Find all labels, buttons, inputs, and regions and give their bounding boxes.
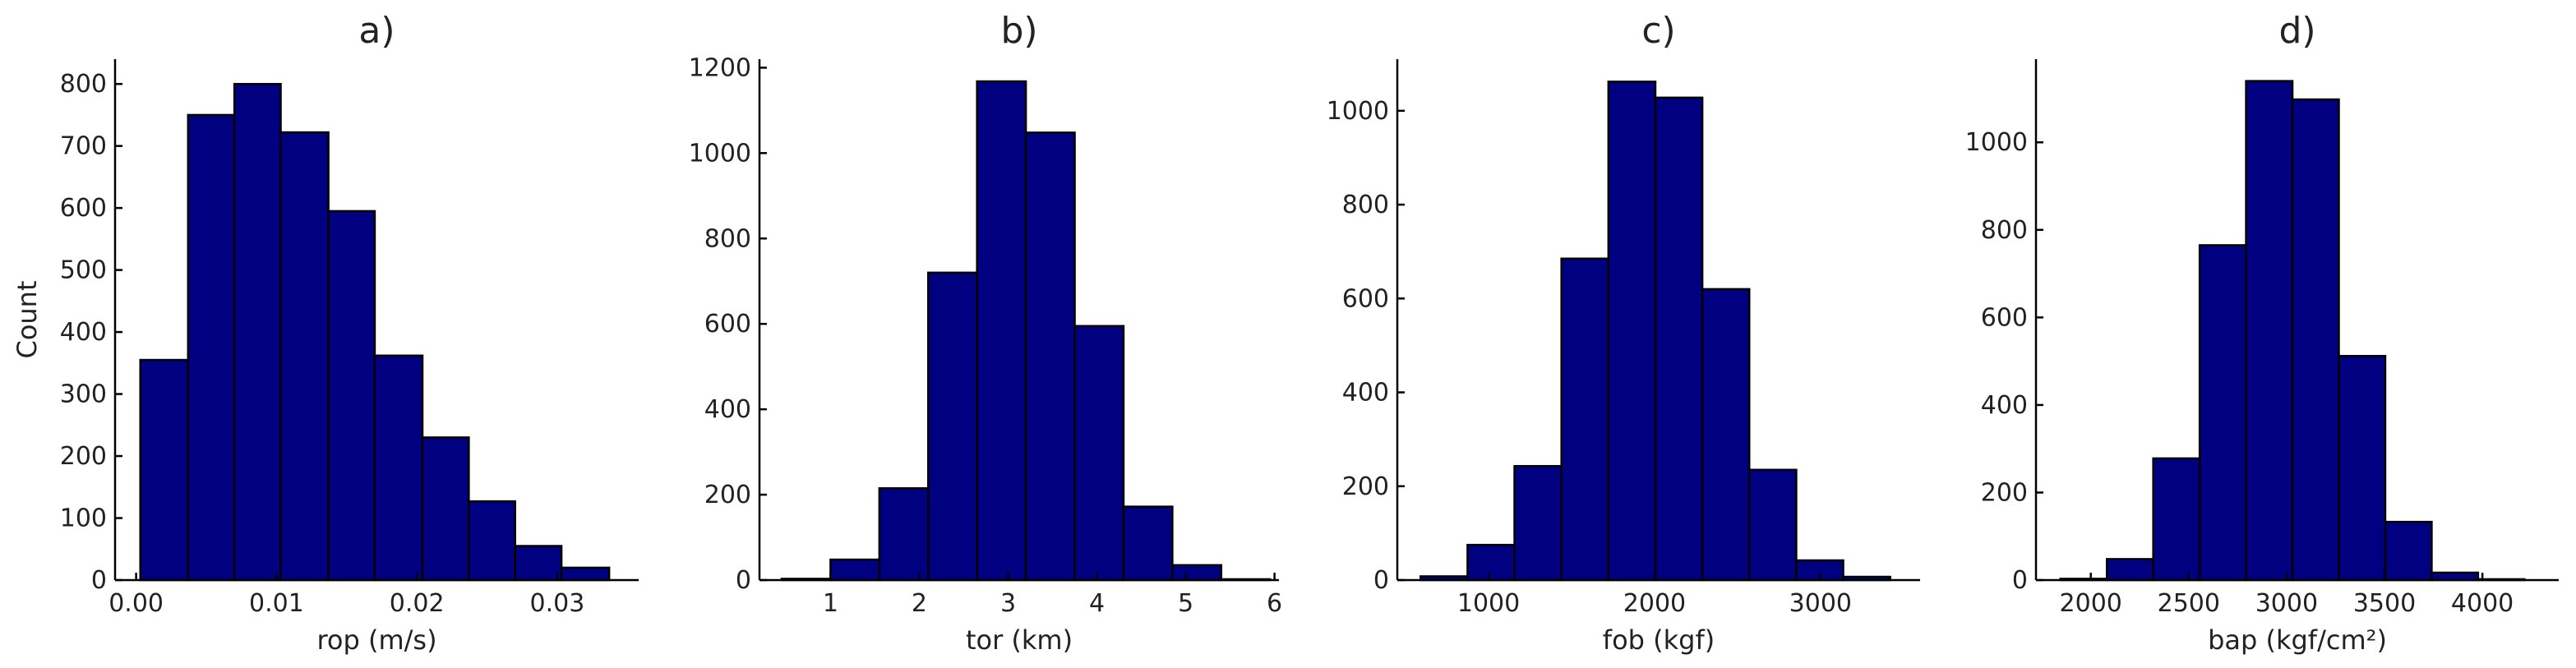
histogram-bar: [2152, 457, 2201, 582]
x-tick-label: 0.00: [108, 589, 164, 618]
y-tick-label: 1000: [1965, 128, 2028, 157]
y-tick-label: 0: [91, 566, 107, 595]
histogram-bar: [1073, 325, 1125, 582]
histogram-bar: [976, 80, 1027, 582]
y-tick-label: 400: [704, 395, 751, 424]
histogram-bar: [2431, 571, 2480, 582]
x-tick-label: 3500: [2353, 589, 2416, 618]
histogram-bar: [1513, 464, 1563, 582]
histogram-bar: [2384, 520, 2433, 582]
x-tick-label: 0.01: [249, 589, 304, 618]
x-tick-label: 6: [1267, 589, 1282, 618]
histogram-bar: [279, 131, 330, 582]
histogram-bar: [878, 487, 930, 582]
y-tick-label: 800: [704, 224, 751, 253]
y-tick-label: 400: [1342, 379, 1389, 408]
y-tick-label: 200: [60, 442, 107, 471]
histogram-bar: [1122, 505, 1174, 582]
histogram-bar: [2198, 244, 2247, 582]
y-tick-label: 200: [1342, 472, 1389, 501]
y-tick-label: 0: [2012, 566, 2028, 595]
chart-title: c): [1641, 10, 1675, 52]
x-axis-label: bap (kgf/cm²): [2208, 624, 2387, 656]
histogram-bar: [421, 436, 470, 582]
histogram-bar: [829, 558, 881, 582]
x-tick-label: 4: [1089, 589, 1105, 618]
x-axis-label: fob (kgf): [1603, 624, 1715, 656]
histogram-bar: [1466, 543, 1516, 582]
y-tick-label: 1000: [689, 139, 751, 168]
histogram-bar: [1654, 96, 1704, 582]
y-tick-label: 0: [736, 566, 751, 595]
histogram-bar: [2105, 558, 2154, 582]
histogram-bar: [468, 500, 516, 582]
x-tick-label: 1000: [1457, 589, 1520, 618]
x-tick-label: 2500: [2158, 589, 2220, 618]
x-tick-label: 5: [1178, 589, 1193, 618]
histogram-bar: [233, 82, 282, 582]
histogram-bar: [1024, 131, 1076, 582]
x-tick-label: 3000: [1789, 589, 1852, 618]
histogram-bar: [514, 545, 563, 582]
x-tick-label: 4000: [2451, 589, 2514, 618]
histogram-bar: [187, 113, 236, 582]
histogram-bar: [1701, 288, 1751, 582]
histogram-bar: [2338, 354, 2387, 582]
histogram-bar: [373, 354, 424, 582]
histogram-bar: [1747, 468, 1798, 582]
chart-title: b): [1000, 10, 1037, 52]
x-tick-label: 2: [912, 589, 927, 618]
x-tick-label: 1: [823, 589, 838, 618]
y-tick-label: 700: [60, 132, 107, 161]
x-tick-label: 3000: [2255, 589, 2318, 618]
x-tick-label: 0.03: [530, 589, 585, 618]
histogram-bar: [2291, 98, 2340, 582]
y-tick-label: 1000: [1327, 97, 1389, 126]
histogram-bar: [1171, 564, 1223, 582]
y-tick-label: 400: [1981, 391, 2028, 420]
histogram-bar: [2245, 80, 2294, 582]
y-tick-label: 300: [60, 380, 107, 409]
y-tick-label: 800: [1981, 216, 2028, 245]
x-tick-label: 0.02: [390, 589, 445, 618]
y-tick-label: 500: [60, 256, 107, 285]
x-axis-label: tor (km): [966, 624, 1073, 656]
y-tick-label: 200: [704, 481, 751, 509]
x-tick-label: 3: [1000, 589, 1016, 618]
histogram-bar: [327, 210, 376, 582]
y-tick-label: 600: [60, 194, 107, 223]
y-tick-label: 0: [1373, 566, 1389, 595]
x-axis-label: rop (m/s): [316, 624, 436, 656]
chart-title: d): [2278, 10, 2315, 52]
y-tick-label: 800: [60, 70, 107, 99]
y-tick-label: 600: [1342, 284, 1389, 313]
histogram-bar: [560, 566, 611, 582]
x-tick-label: 2000: [2060, 589, 2122, 618]
x-tick-label: 2000: [1623, 589, 1686, 618]
y-axis-label: Count: [12, 280, 43, 358]
y-tick-label: 600: [704, 310, 751, 339]
y-tick-label: 200: [1981, 478, 2028, 507]
chart-title: a): [358, 10, 395, 52]
y-tick-label: 1200: [689, 53, 751, 82]
histogram-bar: [1560, 257, 1610, 582]
y-tick-label: 800: [1342, 191, 1389, 219]
histogram-bar: [927, 271, 978, 582]
y-tick-label: 600: [1981, 303, 2028, 332]
y-tick-label: 400: [60, 318, 107, 347]
histogram-bar: [1607, 81, 1657, 582]
y-tick-label: 100: [60, 504, 107, 533]
histogram-bar: [139, 358, 190, 582]
